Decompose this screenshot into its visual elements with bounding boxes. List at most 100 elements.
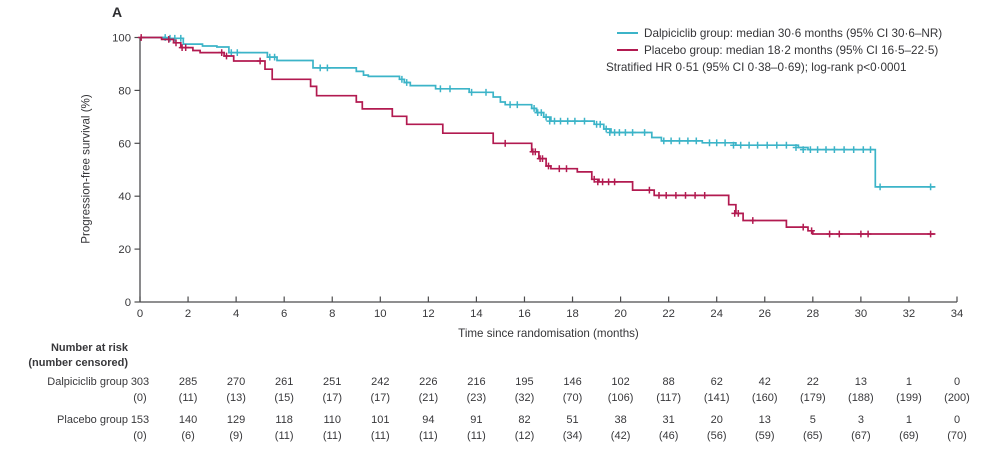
- censored-value: (70): [562, 392, 583, 404]
- risk-value: 31: [662, 414, 675, 426]
- risk-value: 102: [611, 376, 630, 388]
- censored-value: (11): [322, 430, 342, 442]
- risk-value: 285: [178, 376, 198, 388]
- risk-value: 1: [905, 414, 912, 426]
- legend-label-dalpiciclib: Dalpiciclib group: median 30·6 months (9…: [644, 27, 943, 40]
- censored-value: (199): [896, 392, 922, 404]
- risk-value: 51: [566, 414, 579, 426]
- censored-value: (65): [803, 430, 823, 442]
- risk-value: 88: [662, 376, 675, 388]
- censored-value: (17): [370, 392, 391, 404]
- risk-value: 261: [274, 376, 294, 388]
- censored-value: (34): [562, 430, 583, 442]
- x-tick-label: 10: [374, 308, 387, 320]
- x-tick-label: 6: [281, 308, 287, 320]
- censored-value: (0): [133, 392, 147, 404]
- axes: [139, 37, 957, 303]
- censor-marks-dalpiciclib: [161, 34, 934, 191]
- censored-value: (0): [133, 430, 147, 442]
- censored-value: (69): [899, 430, 919, 442]
- censored-value: (160): [751, 392, 778, 404]
- y-tick-label: 0: [125, 297, 131, 309]
- censored-value: (21): [418, 392, 439, 404]
- legend-line-swatch-placebo: [617, 48, 638, 51]
- risk-value: 3: [857, 414, 864, 426]
- censored-value: (59): [754, 430, 775, 442]
- risk-value: 303: [130, 376, 150, 388]
- censored-value: (42): [610, 430, 631, 442]
- risk-value: 242: [371, 376, 390, 388]
- risk-value: 13: [758, 414, 771, 426]
- censored-value: (11): [370, 430, 390, 442]
- risk-value: 42: [758, 376, 771, 388]
- censored-value: (179): [799, 392, 826, 404]
- risk-value: 195: [515, 376, 534, 388]
- risk-value: 13: [854, 376, 867, 388]
- risk-value: 0: [953, 414, 961, 426]
- censored-value: (15): [274, 392, 294, 404]
- risk-value: 82: [518, 414, 531, 426]
- censored-value: (70): [947, 430, 967, 442]
- risk-value: 146: [563, 376, 582, 388]
- legend-line-swatch-dalpiciclib: [617, 31, 638, 34]
- x-tick-label: 2: [185, 308, 191, 320]
- x-tick-label: 26: [758, 308, 771, 320]
- risk-value: 101: [371, 414, 390, 426]
- censored-value: (67): [851, 430, 871, 442]
- x-tick-label: 20: [614, 308, 627, 320]
- x-tick-label: 4: [233, 308, 239, 320]
- censored-value: (11): [274, 430, 294, 442]
- legend-row-placebo: Placebo group: median 18·2 months (95% C…: [606, 42, 942, 59]
- x-tick-label: 22: [662, 308, 675, 320]
- risk-value: 153: [130, 414, 150, 426]
- x-tick-label: 34: [951, 308, 964, 320]
- x-tick-label: 0: [137, 308, 143, 320]
- censored-value: (11): [178, 392, 198, 404]
- censored-value: (106): [607, 392, 634, 404]
- risk-value: 140: [178, 414, 198, 426]
- censored-value: (117): [656, 392, 682, 404]
- censored-value: (17): [322, 392, 343, 404]
- risk-value: 1: [905, 376, 912, 388]
- risk-value: 270: [226, 376, 246, 388]
- x-tick-label: 16: [518, 308, 531, 320]
- risk-value: 20: [710, 414, 723, 426]
- risk-row-label: Placebo group: [57, 414, 128, 426]
- risk-value: 91: [470, 414, 483, 426]
- legend-label-placebo: Placebo group: median 18·2 months (95% C…: [644, 44, 939, 57]
- x-tick-label: 12: [422, 308, 435, 320]
- y-tick-label: 100: [112, 33, 131, 45]
- risk-value: 118: [275, 414, 293, 426]
- censored-value: (6): [181, 430, 195, 442]
- risk-value: 22: [806, 376, 819, 388]
- x-tick-label: 28: [807, 308, 820, 320]
- censored-value: (188): [848, 392, 874, 404]
- censored-value: (200): [944, 392, 970, 404]
- y-tick-label: 80: [118, 85, 131, 97]
- risk-value: 94: [422, 414, 435, 426]
- y-tick-label: 20: [118, 244, 131, 256]
- censored-value: (11): [467, 430, 486, 442]
- risk-value: 62: [710, 376, 723, 388]
- risk-value: 110: [323, 414, 341, 426]
- legend-row-dalpiciclib: Dalpiciclib group: median 30·6 months (9…: [606, 25, 942, 42]
- legend: Dalpiciclib group: median 30·6 months (9…: [606, 25, 942, 76]
- censored-value: (9): [229, 430, 243, 442]
- risk-value: 251: [323, 376, 342, 388]
- km-plot: 0 2 4 6 8 10 12 14 16 18 20 22 24 26 28 30 32 34020406080…: [112, 33, 964, 321]
- censored-value: (32): [514, 392, 535, 404]
- y-tick-label: 60: [118, 138, 131, 150]
- risk-row-label: Dalpiciclib group: [47, 376, 128, 388]
- x-tick-label: 14: [470, 308, 483, 320]
- censored-value: (12): [514, 430, 535, 442]
- censored-value: (141): [703, 392, 730, 404]
- risk-value: 0: [953, 376, 961, 388]
- y-tick-label: 40: [118, 191, 131, 203]
- risk-value: 216: [467, 376, 486, 388]
- x-tick-label: 30: [855, 308, 868, 320]
- x-tick-label: 24: [710, 308, 723, 320]
- x-axis-title: Time since randomisation (months): [458, 327, 639, 340]
- censor-marks-placebo: [137, 34, 934, 238]
